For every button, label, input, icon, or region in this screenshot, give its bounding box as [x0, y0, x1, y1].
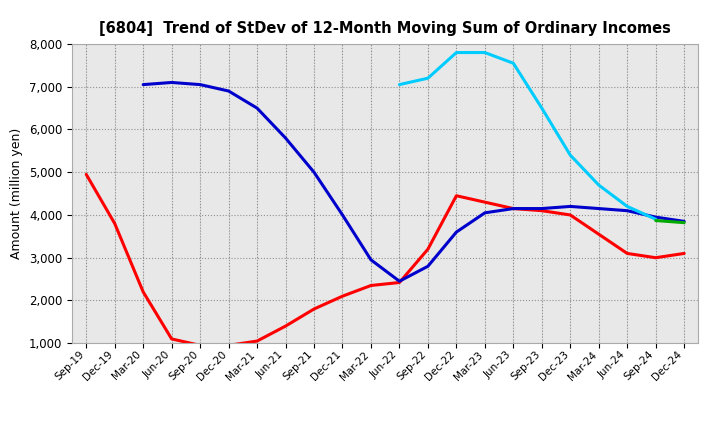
Line: 10 Years: 10 Years — [656, 220, 684, 223]
5 Years — [395, 279, 404, 284]
3 Years — [110, 221, 119, 226]
5 Years — [310, 169, 318, 175]
Line: 7 Years: 7 Years — [400, 52, 656, 219]
7 Years — [395, 82, 404, 87]
7 Years — [652, 216, 660, 222]
3 Years — [310, 306, 318, 312]
3 Years — [82, 172, 91, 177]
3 Years — [652, 255, 660, 260]
5 Years — [566, 204, 575, 209]
3 Years — [537, 208, 546, 213]
5 Years — [338, 213, 347, 218]
5 Years — [680, 219, 688, 224]
3 Years — [395, 280, 404, 285]
5 Years — [509, 206, 518, 211]
Line: 5 Years: 5 Years — [143, 82, 684, 281]
3 Years — [338, 293, 347, 299]
10 Years — [652, 218, 660, 223]
3 Years — [139, 289, 148, 294]
5 Years — [196, 82, 204, 87]
7 Years — [452, 50, 461, 55]
3 Years — [366, 283, 375, 288]
Title: [6804]  Trend of StDev of 12-Month Moving Sum of Ordinary Incomes: [6804] Trend of StDev of 12-Month Moving… — [99, 21, 671, 36]
3 Years — [509, 206, 518, 211]
3 Years — [423, 246, 432, 252]
3 Years — [253, 338, 261, 344]
3 Years — [680, 251, 688, 256]
3 Years — [282, 323, 290, 329]
3 Years — [595, 231, 603, 237]
3 Years — [623, 251, 631, 256]
7 Years — [623, 204, 631, 209]
5 Years — [480, 210, 489, 216]
7 Years — [566, 153, 575, 158]
7 Years — [537, 106, 546, 111]
7 Years — [509, 61, 518, 66]
3 Years — [566, 213, 575, 218]
3 Years — [225, 343, 233, 348]
5 Years — [225, 88, 233, 94]
5 Years — [623, 208, 631, 213]
5 Years — [652, 214, 660, 220]
5 Years — [253, 106, 261, 111]
5 Years — [167, 80, 176, 85]
Y-axis label: Amount (million yen): Amount (million yen) — [10, 128, 23, 259]
7 Years — [595, 183, 603, 188]
5 Years — [366, 257, 375, 263]
5 Years — [537, 206, 546, 211]
5 Years — [282, 136, 290, 141]
5 Years — [595, 206, 603, 211]
5 Years — [139, 82, 148, 87]
10 Years — [680, 220, 688, 225]
7 Years — [423, 76, 432, 81]
Line: 3 Years: 3 Years — [86, 174, 684, 345]
3 Years — [167, 336, 176, 341]
3 Years — [452, 193, 461, 198]
5 Years — [423, 264, 432, 269]
3 Years — [196, 343, 204, 348]
7 Years — [480, 50, 489, 55]
3 Years — [480, 199, 489, 205]
5 Years — [452, 229, 461, 235]
